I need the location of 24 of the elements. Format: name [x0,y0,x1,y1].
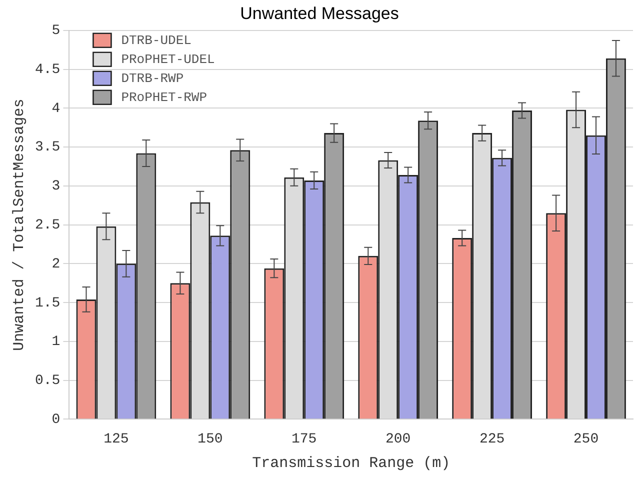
x-tick-label: 150 [198,431,223,448]
x-tick-label: 175 [292,431,317,448]
y-tick-label: 1.5 [34,295,60,312]
y-tick-label: 5 [52,23,60,40]
legend-label: PRoPHET-UDEL [121,52,215,67]
x-tick-label: 200 [385,431,411,448]
legend-label: DTRB-RWP [121,70,184,86]
chart-title: Unwanted Messages [240,4,399,23]
y-tick-label: 2 [52,256,60,272]
x-tick-label: 125 [104,431,129,448]
y-tick-label: 2.5 [34,218,60,234]
y-tick-label: 1 [52,334,60,350]
legend-label: PRoPHET-RWP [121,90,208,105]
x-axis-title: Transmission Range (m) [252,454,450,472]
y-tick-label: 4.5 [34,62,60,78]
y-tick-label: 0.5 [34,373,60,390]
x-tick-label: 225 [479,431,505,448]
legend-label: DTRB-UDEL [121,32,192,48]
y-axis-title: Unwanted / TotalSentMessages [10,98,28,351]
x-tick-label: 250 [573,431,599,448]
y-tick-label: 4 [52,100,60,117]
y-tick-label: 3.5 [34,140,60,156]
y-tick-label: 3 [52,178,60,195]
y-tick-label: 0 [52,412,60,428]
